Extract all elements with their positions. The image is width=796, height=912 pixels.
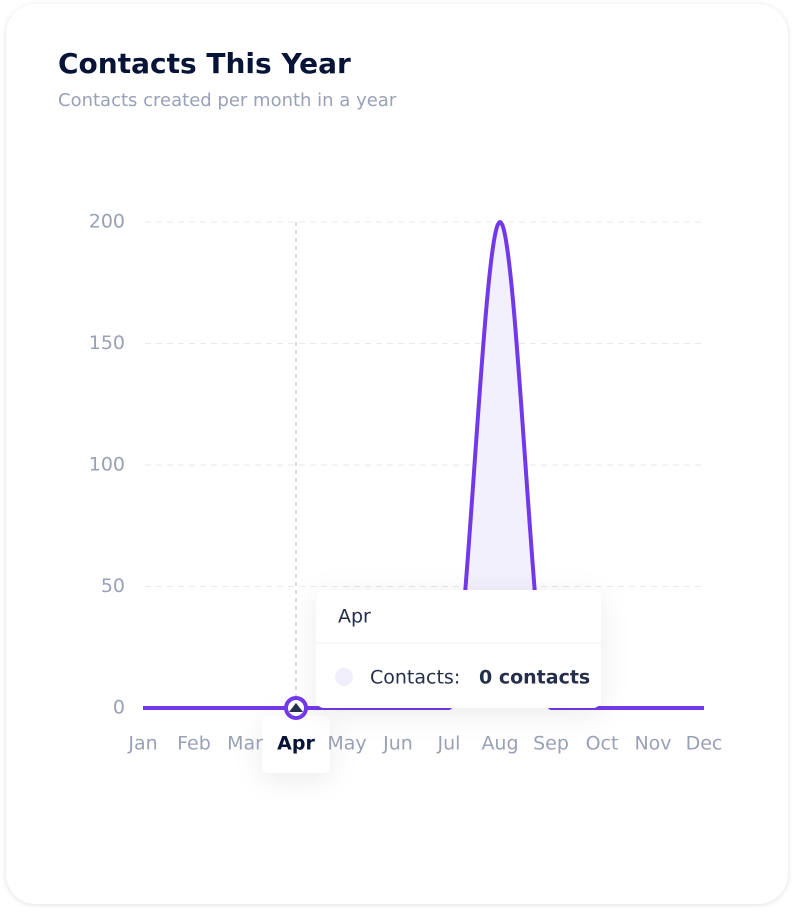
chart-title: Contacts This Year [58, 47, 351, 80]
x-tick-label: Sep [533, 733, 569, 755]
tooltip-value: 0 contacts [479, 667, 590, 689]
tooltip-title: Apr [338, 606, 371, 628]
x-tick-label: Oct [586, 733, 619, 755]
x-tick-label: Nov [634, 733, 671, 755]
x-tick-label: Aug [481, 733, 518, 755]
x-tick-label: Jul [437, 733, 461, 755]
card [6, 4, 788, 904]
y-tick-label: 150 [89, 332, 125, 354]
active-label-box [262, 716, 330, 773]
x-tick-label: Apr [277, 733, 315, 755]
x-tick-label: Feb [177, 733, 211, 755]
x-tick-label: May [327, 733, 366, 755]
tooltip-swatch [335, 668, 353, 686]
tooltip-label: Contacts: [370, 667, 460, 689]
x-tick-label: Dec [686, 733, 723, 755]
y-tick-label: 200 [89, 211, 125, 233]
y-tick-label: 0 [113, 697, 125, 719]
x-tick-label: Jan [127, 733, 157, 755]
x-tick-label: Mar [227, 733, 263, 755]
x-tick-label: Jun [382, 733, 413, 755]
y-tick-label: 100 [89, 454, 125, 476]
tooltip [316, 590, 601, 708]
marker-arrow [289, 703, 303, 712]
y-tick-label: 50 [101, 575, 125, 597]
chart-subtitle: Contacts created per month in a year [58, 90, 397, 111]
